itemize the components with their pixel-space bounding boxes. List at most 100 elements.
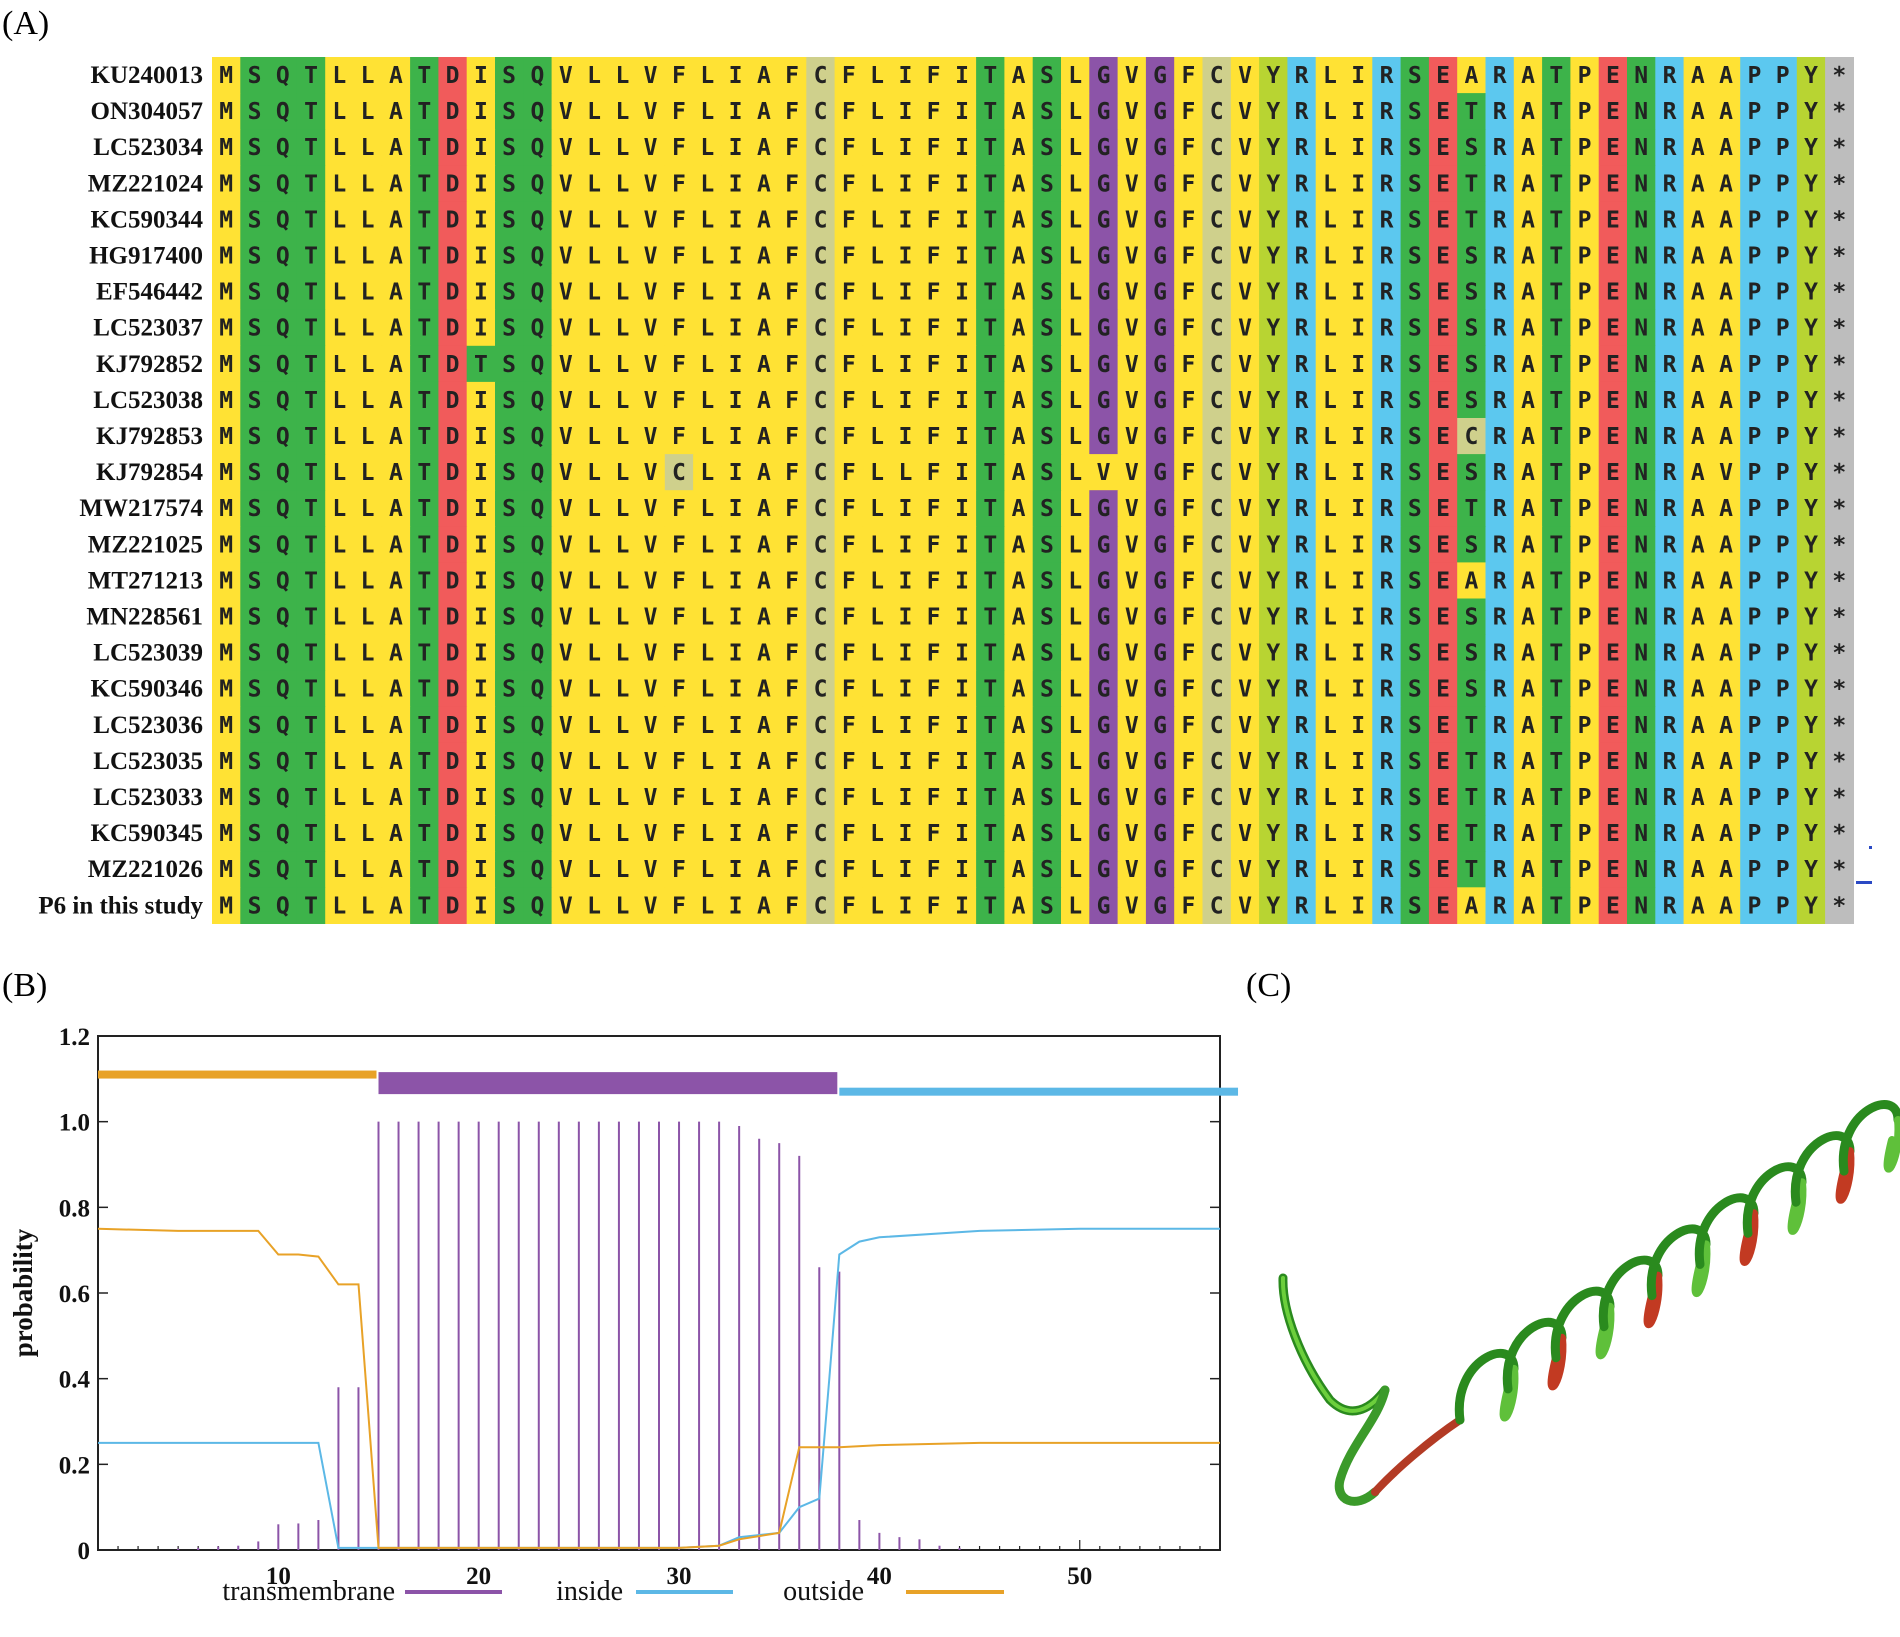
residue: L	[1323, 388, 1337, 414]
residue: L	[332, 641, 346, 667]
alignment-cell	[1287, 165, 1317, 202]
residue: N	[1634, 424, 1648, 450]
alignment-cell	[1145, 273, 1175, 311]
alignment-cell	[1485, 345, 1515, 383]
alignment-cell	[778, 381, 807, 419]
residue: I	[1351, 135, 1365, 161]
alignment-cell	[1372, 309, 1402, 347]
residue: E	[1606, 424, 1620, 450]
residue: A	[389, 388, 403, 414]
alignment-cell	[636, 273, 666, 311]
residue: A	[1012, 677, 1026, 703]
residue: V	[559, 280, 573, 306]
alignment-cell	[1117, 309, 1147, 347]
residue: F	[927, 99, 941, 125]
residue: V	[1125, 460, 1139, 486]
residue: T	[983, 496, 997, 522]
residue: L	[700, 207, 714, 233]
residue: S	[502, 207, 516, 233]
alignment-cell	[353, 57, 383, 94]
residue: L	[587, 63, 601, 89]
alignment-cell	[1428, 309, 1458, 347]
residue: L	[898, 460, 912, 486]
residue: I	[474, 605, 488, 631]
alignment-cell	[1570, 309, 1600, 347]
residue: F	[842, 244, 856, 270]
residue: Q	[276, 677, 290, 703]
alignment-cell	[1202, 129, 1232, 166]
residue: I	[955, 496, 969, 522]
residue: A	[389, 207, 403, 233]
residue: L	[615, 244, 629, 270]
residue: I	[729, 280, 743, 306]
residue: T	[1549, 171, 1563, 197]
residue: R	[1380, 821, 1394, 847]
residue: F	[1181, 641, 1195, 667]
residue: T	[1549, 605, 1563, 631]
residue: C	[1210, 424, 1224, 450]
residue: A	[757, 532, 771, 558]
residue: S	[1464, 532, 1478, 558]
alignment-cell	[976, 237, 1005, 275]
residue: G	[1097, 352, 1111, 378]
alignment-cell	[806, 57, 836, 94]
residue: S	[248, 316, 262, 342]
residue: L	[1068, 135, 1082, 161]
alignment-cell	[296, 129, 326, 166]
alignment-cell	[579, 129, 609, 166]
residue: L	[615, 785, 629, 811]
residue: V	[559, 352, 573, 378]
residue: L	[1068, 821, 1082, 847]
residue: C	[1210, 713, 1224, 739]
alignment-cell	[551, 381, 581, 419]
alignment-cell	[325, 57, 355, 94]
residue: V	[559, 857, 573, 883]
residue: L	[361, 135, 375, 161]
residue: L	[700, 63, 714, 89]
alignment-cell	[1089, 57, 1119, 94]
residue: Q	[276, 135, 290, 161]
alignment-cell	[806, 309, 836, 347]
residue: A	[1012, 532, 1026, 558]
residue: L	[870, 316, 884, 342]
residue: M	[219, 677, 233, 703]
alignment-cell	[1145, 165, 1175, 202]
alignment-cell	[862, 201, 892, 239]
residue: R	[1295, 99, 1309, 125]
residue: C	[1210, 532, 1224, 558]
alignment-cell	[1259, 165, 1288, 202]
alignment-cell	[1457, 165, 1487, 202]
residue: S	[1408, 785, 1422, 811]
residue: M	[219, 785, 233, 811]
residue: S	[248, 388, 262, 414]
alignment-cell	[919, 165, 949, 202]
residue: F	[927, 677, 941, 703]
residue: T	[1464, 857, 1478, 883]
residue: M	[219, 63, 233, 89]
residue: Y	[1266, 171, 1280, 197]
alignment-cell	[1400, 273, 1430, 311]
residue: V	[559, 207, 573, 233]
alignment-cell	[1372, 273, 1402, 311]
residue: F	[1181, 496, 1195, 522]
residue: I	[729, 568, 743, 594]
residue: F	[927, 893, 941, 919]
alignment-cell	[1372, 237, 1402, 275]
alignment-cell	[523, 165, 553, 202]
residue: Q	[530, 460, 544, 486]
residue: L	[700, 641, 714, 667]
residue: F	[927, 568, 941, 594]
residue: S	[1408, 316, 1422, 342]
residue: F	[842, 171, 856, 197]
residue: M	[219, 135, 233, 161]
residue: S	[1040, 605, 1054, 631]
residue: I	[474, 460, 488, 486]
residue: I	[474, 63, 488, 89]
alignment-cell	[1174, 381, 1204, 419]
residue: R	[1663, 641, 1677, 667]
alignment-cell	[1145, 57, 1175, 94]
residue: M	[219, 749, 233, 775]
residue: V	[644, 677, 658, 703]
alignment-cell	[240, 57, 270, 94]
residue: T	[1549, 893, 1563, 919]
